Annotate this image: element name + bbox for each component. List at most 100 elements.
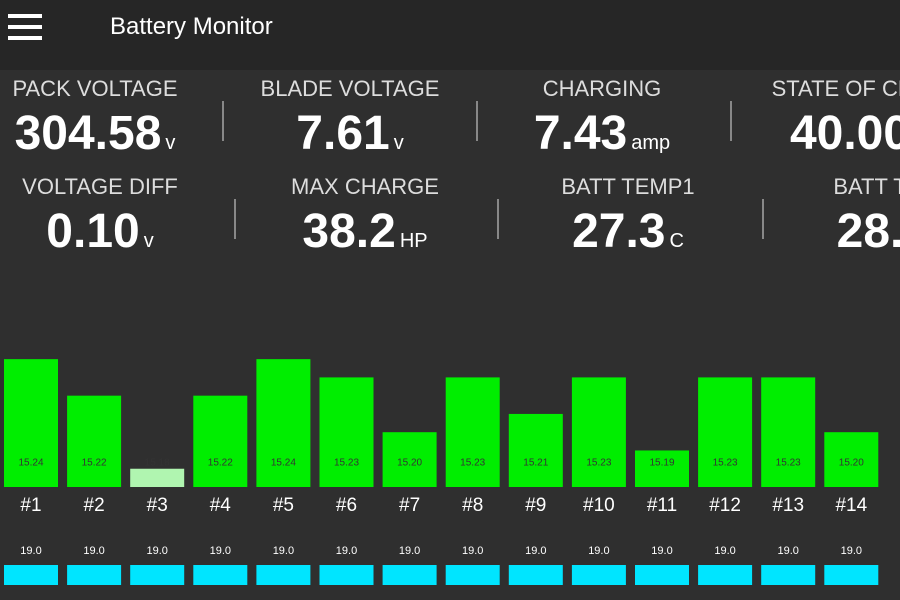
cell-bar xyxy=(698,377,753,487)
cell-label: #6 xyxy=(336,495,357,516)
divider xyxy=(476,101,478,141)
cell-bar xyxy=(824,432,879,487)
bar-value-label: 15.22 xyxy=(82,458,107,469)
bar-value-label: 15.24 xyxy=(271,458,296,469)
cell-bar xyxy=(256,359,311,487)
metric-number: 7.61 xyxy=(296,107,390,160)
cell-bar xyxy=(635,450,689,487)
bar-value-label: 15.22 xyxy=(208,458,233,469)
divider xyxy=(730,101,732,141)
bar-value-label: 15.21 xyxy=(523,458,548,469)
metric-number: 27.3 xyxy=(572,205,666,258)
metric-unit: v xyxy=(165,132,176,154)
cell-label: #1 xyxy=(20,495,41,516)
metric-value: 27.3 C xyxy=(498,204,758,259)
metric-value: 28. xyxy=(740,204,900,259)
metric-value: 0.10 v xyxy=(0,204,230,259)
metric: PACK VOLTAGE 304.58 v xyxy=(0,76,225,161)
bar-value-label: 15.19 xyxy=(649,458,674,469)
bar-value-label: 15.20 xyxy=(397,458,422,469)
temp-bar xyxy=(319,565,374,585)
metric-label: PACK VOLTAGE xyxy=(12,76,178,101)
metric-value: 7.61 v xyxy=(220,106,480,161)
metric-unit: HP xyxy=(399,230,428,252)
metric-number: 28. xyxy=(836,205,900,258)
metric-number: 304.58 xyxy=(14,107,162,160)
cell-label: #7 xyxy=(399,495,420,516)
temp-bar xyxy=(761,565,816,585)
bar-value-label: 15.23 xyxy=(586,458,611,469)
temp-bar xyxy=(635,565,689,585)
temp-bar xyxy=(508,565,563,585)
metric-unit: amp xyxy=(631,132,671,154)
cell-label: #12 xyxy=(709,495,741,516)
cell-label: #5 xyxy=(273,495,294,516)
temp-value-label: 19.0 xyxy=(777,545,798,557)
temp-value-label: 19.0 xyxy=(525,545,546,557)
metric-unit: C xyxy=(669,230,684,252)
temp-bar xyxy=(698,565,753,585)
temp-value-label: 19.0 xyxy=(20,545,41,557)
metric: BATT TEMP1 27.3 C xyxy=(498,174,758,259)
cell-bar xyxy=(193,395,248,487)
bar-value-label: 15.23 xyxy=(334,458,359,469)
cell-label: #2 xyxy=(84,495,105,516)
temp-value-label: 19.0 xyxy=(336,545,357,557)
bar-value-label: 15.20 xyxy=(839,458,864,469)
temp-bar xyxy=(445,565,500,585)
divider xyxy=(222,101,224,141)
divider xyxy=(234,199,236,239)
temp-bar xyxy=(571,565,626,585)
temp-value-label: 19.0 xyxy=(841,545,862,557)
metric-value: 38.2 HP xyxy=(235,204,495,259)
cell-bar xyxy=(382,432,437,487)
bar-value-label: 15.23 xyxy=(713,458,738,469)
temp-bar xyxy=(256,565,311,585)
cell-label: #9 xyxy=(525,495,546,516)
bar-value-label: 15.23 xyxy=(776,458,801,469)
temp-bar xyxy=(67,565,122,585)
cell-bar xyxy=(4,359,58,487)
bar-value-label: 15.18 xyxy=(145,458,170,469)
metric-number: 7.43 xyxy=(533,107,628,160)
metric: MAX CHARGE 38.2 HP xyxy=(235,174,495,259)
metric-value: 304.58 v xyxy=(0,106,225,161)
temp-value-label: 19.0 xyxy=(146,545,167,557)
temp-value-label: 19.0 xyxy=(210,545,231,557)
metric-label: CHARGING xyxy=(542,76,662,101)
temp-bar xyxy=(4,565,58,585)
temp-value-label: 19.0 xyxy=(651,545,672,557)
cell-label: #3 xyxy=(147,495,168,516)
temp-bar xyxy=(193,565,248,585)
metric: STATE OF CHA 40.00 xyxy=(720,76,900,161)
cell-label: #14 xyxy=(835,495,867,516)
metric-label: STATE OF CHA xyxy=(771,76,900,101)
metric: BLADE VOLTAGE 7.61 v xyxy=(220,76,480,161)
metric-value: 7.43 amp xyxy=(472,106,732,161)
menu-icon[interactable] xyxy=(0,0,50,70)
metric-label: BATT T xyxy=(833,174,900,199)
temp-value-label: 19.0 xyxy=(714,545,735,557)
divider xyxy=(762,199,764,239)
cell-bar xyxy=(67,395,122,487)
cell-bar xyxy=(319,377,374,487)
metric: CHARGING 7.43 amp xyxy=(472,76,732,161)
cell-bar xyxy=(130,468,185,487)
cell-label: #4 xyxy=(210,495,232,516)
metric-number: 40.00 xyxy=(789,107,900,160)
metric-unit: v xyxy=(143,230,154,252)
temp-value-label: 19.0 xyxy=(273,545,294,557)
temp-bar xyxy=(824,565,879,585)
cell-bar xyxy=(571,377,626,487)
metric-number: 38.2 xyxy=(302,205,396,258)
cell-label: #10 xyxy=(583,495,615,516)
metric: VOLTAGE DIFF 0.10 v xyxy=(0,174,230,259)
metric: BATT T 28. xyxy=(740,174,900,259)
cell-label: #8 xyxy=(462,495,483,516)
metric-number: 0.10 xyxy=(46,205,140,258)
temp-value-label: 19.0 xyxy=(83,545,104,557)
metric-label: BLADE VOLTAGE xyxy=(260,76,440,101)
cell-bar xyxy=(508,413,563,487)
app-title: Battery Monitor xyxy=(110,13,273,40)
